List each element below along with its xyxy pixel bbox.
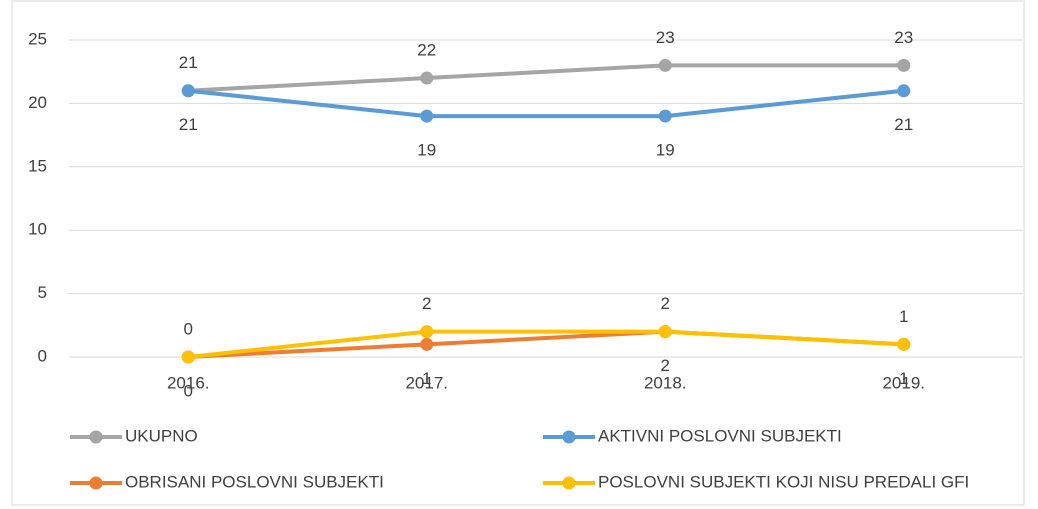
legend-label: UKUPNO	[125, 426, 198, 445]
x-tick-label: 2018.	[644, 373, 687, 392]
data-label: 1	[899, 369, 908, 388]
series-line	[188, 88, 904, 119]
data-label: 19	[417, 141, 436, 160]
point	[658, 58, 672, 72]
x-tick-label: 2016.	[167, 373, 210, 392]
legend-label: AKTIVNI POSLOVNI SUBJEKTI	[598, 426, 842, 445]
point	[181, 350, 195, 364]
legend-marker	[89, 430, 103, 444]
data-label: 1	[422, 369, 431, 388]
point	[420, 109, 434, 123]
series-line	[188, 329, 904, 359]
series-line	[188, 63, 904, 93]
point	[897, 337, 911, 351]
y-tick-label: 20	[28, 93, 47, 112]
data-label: 1	[899, 307, 908, 326]
data-label: 0	[184, 319, 193, 338]
y-tick-label: 15	[28, 156, 47, 175]
data-label: 23	[656, 28, 675, 47]
y-tick-label: 25	[28, 29, 47, 48]
data-label: 2	[661, 356, 670, 375]
legend-marker	[562, 476, 576, 490]
data-label: 22	[417, 41, 436, 60]
data-label: 23	[894, 28, 913, 47]
point	[420, 325, 434, 339]
point	[658, 109, 672, 123]
legend-marker	[89, 476, 103, 490]
data-label: 21	[179, 53, 198, 72]
data-label: 0	[184, 381, 193, 400]
chart-frame	[11, 0, 1025, 506]
data-label: 21	[894, 115, 913, 134]
point	[897, 84, 911, 98]
y-tick-label: 10	[28, 220, 47, 239]
legend-label: POSLOVNI SUBJEKTI KOJI NISU PREDALI GFI	[598, 472, 969, 491]
x-tick-label: 2017.	[405, 373, 448, 392]
point	[420, 71, 434, 85]
data-label: 21	[179, 115, 198, 134]
point	[181, 84, 195, 98]
point	[897, 58, 911, 72]
point	[420, 337, 434, 351]
legend-label: OBRISANI POSLOVNI SUBJEKTI	[125, 472, 384, 491]
y-tick-label: 5	[38, 283, 47, 302]
y-tick-label: 0	[38, 346, 47, 365]
data-label: 2	[661, 294, 670, 313]
data-label: 19	[656, 141, 675, 160]
x-tick-label: 2019.	[882, 373, 925, 392]
point	[658, 325, 672, 339]
legend-marker	[562, 430, 576, 444]
data-label: 2	[422, 294, 431, 313]
